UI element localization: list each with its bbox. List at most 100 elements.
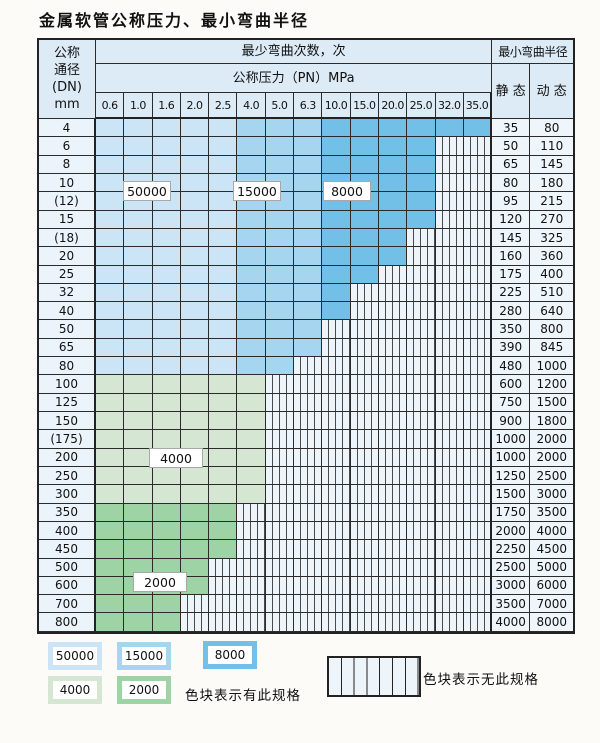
no-spec-cell	[407, 302, 436, 321]
dynamic-value-cell: 640	[530, 302, 574, 321]
no-spec-cell	[378, 412, 408, 431]
spec-cell	[322, 283, 351, 303]
spec-cell	[124, 357, 153, 376]
spec-cell	[96, 192, 125, 211]
no-spec-cell	[265, 430, 295, 449]
no-spec-cell	[435, 228, 464, 248]
pressure-tick: 2.0	[180, 93, 210, 119]
no-spec-cell	[407, 576, 436, 596]
no-spec-cell	[463, 192, 493, 211]
spec-cell	[180, 302, 210, 321]
no-spec-cell	[378, 540, 408, 559]
spec-cell	[209, 521, 238, 541]
no-spec-cell	[322, 485, 351, 504]
spec-cell	[152, 393, 181, 412]
spec-cell	[265, 320, 295, 339]
spec-cell	[152, 338, 181, 358]
zone-label-15000: 15000	[233, 181, 281, 201]
spec-cell	[237, 137, 266, 156]
no-spec-cell	[350, 613, 379, 632]
spec-cell	[180, 521, 210, 541]
spec-cell	[124, 521, 153, 541]
spec-cell	[152, 613, 181, 632]
spec-cell	[350, 137, 379, 156]
spec-cell	[96, 576, 125, 596]
dn-cell: 10	[39, 173, 96, 193]
spec-cell	[265, 228, 295, 248]
no-spec-cell	[378, 430, 408, 449]
no-spec-cell	[350, 576, 379, 596]
spec-cell	[124, 393, 153, 412]
dn-cell: (18)	[39, 228, 96, 248]
spec-cell	[124, 155, 153, 174]
no-spec-cell	[407, 521, 436, 541]
spec-cell	[322, 119, 351, 138]
spec-cell	[237, 412, 266, 431]
no-spec-cell	[209, 595, 238, 614]
spec-cell	[152, 540, 181, 559]
static-value-cell: 80	[492, 173, 531, 193]
no-spec-cell	[237, 576, 266, 596]
no-spec-cell	[378, 338, 408, 358]
dn-cell: 8	[39, 155, 96, 174]
spec-cell	[180, 540, 210, 559]
no-spec-cell	[463, 558, 493, 577]
no-spec-cell	[463, 375, 493, 394]
dn-cell: (175)	[39, 430, 96, 449]
dn-cell: 800	[39, 613, 96, 632]
dynamic-value-cell: 80	[530, 119, 574, 138]
spec-cell	[96, 302, 125, 321]
spec-cell	[209, 192, 238, 211]
static-value-cell: 35	[492, 119, 531, 138]
no-spec-cell	[378, 521, 408, 541]
no-spec-cell	[350, 412, 379, 431]
no-spec-cell	[322, 320, 351, 339]
pressure-tick: 15.0	[350, 93, 379, 119]
spec-cell	[265, 265, 295, 284]
static-value-cell: 4000	[492, 613, 531, 632]
spec-cell	[152, 320, 181, 339]
dynamic-value-cell: 325	[530, 228, 574, 248]
static-value-cell: 750	[492, 393, 531, 412]
no-spec-cell	[435, 613, 464, 632]
spec-cell	[152, 485, 181, 504]
static-value-cell: 480	[492, 357, 531, 376]
no-spec-cell	[463, 155, 493, 174]
dynamic-value-cell: 4000	[530, 521, 574, 541]
header-dynamic: 动 态	[530, 64, 574, 119]
spec-cell	[180, 393, 210, 412]
spec-cell	[180, 466, 210, 486]
spec-cell	[180, 430, 210, 449]
dynamic-value-cell: 845	[530, 338, 574, 358]
spec-cell	[237, 283, 266, 303]
static-value-cell: 2500	[492, 558, 531, 577]
dynamic-value-cell: 360	[530, 247, 574, 266]
no-spec-cell	[322, 338, 351, 358]
dn-cell: 250	[39, 466, 96, 486]
no-spec-cell	[407, 503, 436, 522]
spec-cell	[124, 302, 153, 321]
spec-cell	[124, 283, 153, 303]
no-spec-cell	[407, 357, 436, 376]
spec-cell	[378, 228, 408, 248]
spec-cell	[180, 283, 210, 303]
no-spec-cell	[294, 375, 323, 394]
spec-cell	[152, 503, 181, 522]
no-spec-cell	[463, 338, 493, 358]
spec-cell	[124, 485, 153, 504]
dynamic-value-cell: 1000	[530, 357, 574, 376]
dn-cell: 450	[39, 540, 96, 559]
zone-label-8000: 8000	[323, 181, 371, 201]
no-spec-cell	[463, 283, 493, 303]
spec-cell	[124, 595, 153, 614]
legend-swatch-15000: 15000	[117, 641, 171, 670]
spec-cell	[96, 173, 125, 193]
spec-cell	[180, 503, 210, 522]
spec-cell	[265, 338, 295, 358]
spec-cell	[209, 247, 238, 266]
no-spec-cell	[435, 357, 464, 376]
dn-cell: 150	[39, 412, 96, 431]
no-spec-cell	[463, 320, 493, 339]
no-spec-cell	[463, 247, 493, 266]
static-value-cell: 95	[492, 192, 531, 211]
